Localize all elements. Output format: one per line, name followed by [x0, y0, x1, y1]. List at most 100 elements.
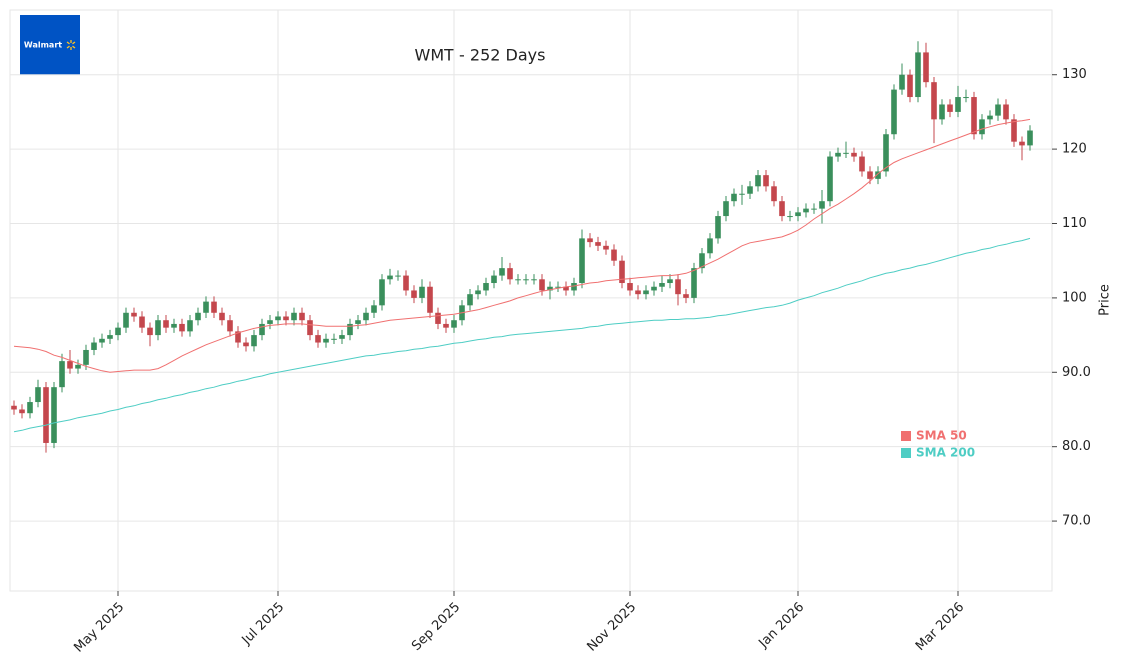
candle-body — [531, 279, 537, 281]
legend-label: SMA 50 — [916, 429, 967, 443]
candle-body — [627, 283, 633, 291]
candle-body — [779, 201, 785, 217]
candle-body — [51, 387, 57, 443]
logo-text: Walmart — [24, 41, 62, 50]
candle-body — [955, 97, 961, 112]
candle-body — [619, 260, 625, 284]
candle-body — [483, 283, 489, 291]
candle-body — [395, 275, 401, 277]
candle-body — [211, 301, 217, 313]
candle-body — [195, 312, 201, 321]
candle-body — [947, 104, 953, 112]
candle-body — [739, 193, 745, 195]
candle-body — [435, 312, 441, 324]
candle-body — [1011, 119, 1017, 142]
candle-body — [891, 89, 897, 135]
candle-body — [731, 193, 737, 202]
logo-spark — [66, 40, 76, 50]
candle-body — [923, 52, 929, 83]
candle-body — [811, 208, 817, 210]
legend-swatch — [901, 431, 911, 441]
y-tick-label: 80.0 — [1062, 439, 1091, 454]
candle-body — [507, 268, 513, 280]
candle-body — [843, 152, 849, 154]
candle-body — [251, 335, 257, 347]
candle-body — [1003, 104, 1009, 120]
candle-body — [963, 97, 969, 99]
candle-body — [747, 186, 753, 194]
candle-body — [163, 320, 169, 328]
candle-body — [563, 286, 569, 291]
sma-line — [13, 118, 1031, 373]
candle-body — [227, 320, 233, 332]
candle-body — [347, 323, 353, 336]
candle-body — [659, 283, 665, 287]
candle-body — [699, 253, 705, 269]
candle-body — [603, 245, 609, 250]
y-tick-label: 100 — [1062, 290, 1087, 305]
candle-body — [115, 327, 121, 336]
candle-body — [283, 316, 289, 321]
candle-body — [635, 290, 641, 295]
candle-body — [451, 320, 457, 328]
candle-body — [363, 312, 369, 321]
candle-body — [827, 156, 833, 202]
candle-body — [803, 208, 809, 213]
candle-body — [931, 82, 937, 120]
candle-body — [403, 275, 409, 291]
candle-body — [99, 338, 105, 343]
candle-body — [523, 279, 529, 281]
candle-body — [867, 171, 873, 179]
candle-body — [35, 387, 41, 403]
x-tick-label: Jan 2026 — [755, 600, 807, 652]
candle-body — [11, 405, 17, 410]
candle-body — [323, 338, 329, 343]
x-tick-label: Mar 2026 — [913, 600, 967, 654]
candle-body — [339, 335, 345, 339]
candle-body — [243, 342, 249, 347]
candle-body — [203, 301, 209, 313]
candle-body — [67, 361, 73, 369]
candle-body — [795, 212, 801, 217]
candle-body — [291, 312, 297, 321]
candle-body — [899, 74, 905, 90]
candle-body — [819, 201, 825, 209]
candle-body — [595, 242, 601, 246]
candle-body — [475, 290, 481, 295]
candle-body — [979, 119, 985, 135]
candle-body — [379, 279, 385, 306]
candle-body — [1027, 130, 1033, 146]
candle-body — [443, 323, 449, 328]
candle-body — [43, 387, 49, 443]
candle-body — [411, 290, 417, 298]
candle-body — [723, 201, 729, 217]
candle-body — [763, 175, 769, 187]
candle-body — [299, 312, 305, 321]
candles — [11, 41, 1033, 453]
candle-body — [371, 305, 377, 313]
y-tick-label: 70.0 — [1062, 514, 1091, 529]
candle-body — [707, 238, 713, 254]
x-tick-label: May 2025 — [71, 600, 127, 656]
candle-body — [587, 238, 593, 243]
candle-body — [987, 115, 993, 120]
candle-body — [179, 323, 185, 332]
candle-body — [691, 268, 697, 298]
candle-body — [147, 327, 153, 336]
candle-body — [859, 156, 865, 172]
candle-body — [91, 342, 97, 350]
candle-body — [667, 279, 673, 284]
candle-body — [995, 104, 1001, 116]
candle-body — [835, 152, 841, 157]
candle-body — [971, 97, 977, 135]
y-tick-label: 130 — [1062, 67, 1087, 82]
candle-body — [187, 320, 193, 332]
candle-body — [387, 275, 393, 280]
candle-body — [651, 286, 657, 291]
candle-body — [499, 268, 505, 276]
candle-body — [1019, 141, 1025, 146]
candle-body — [907, 74, 913, 98]
candle-body — [491, 275, 497, 284]
x-tick-label: Jul 2025 — [239, 600, 288, 649]
